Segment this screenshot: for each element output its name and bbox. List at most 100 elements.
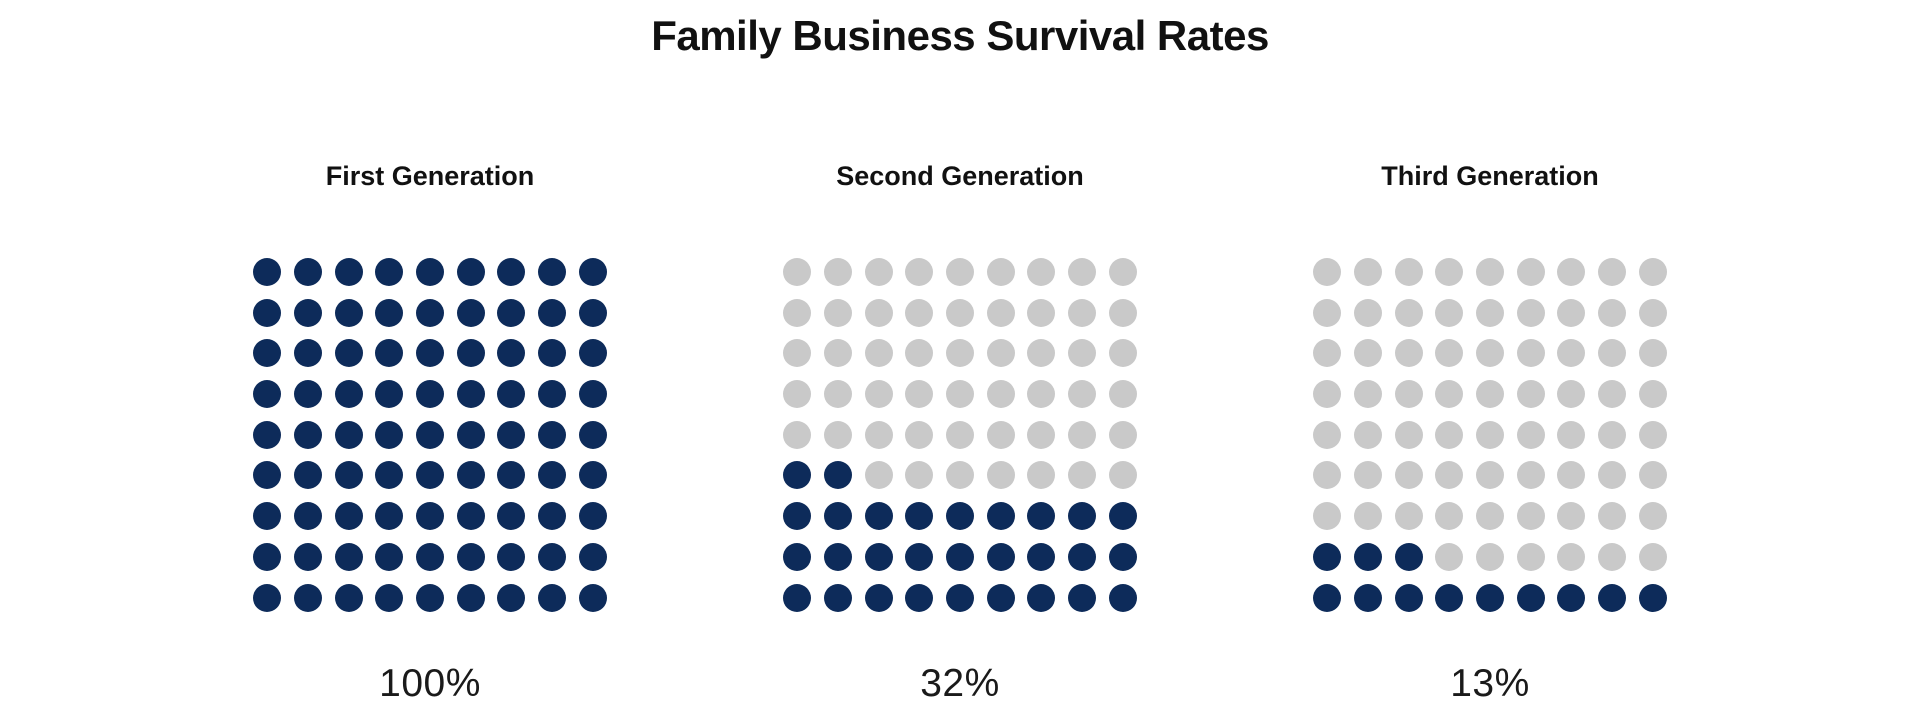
- dot-empty: [1313, 298, 1342, 327]
- dot-empty: [1027, 298, 1056, 327]
- dot-filled: [375, 542, 404, 571]
- dot-filled: [905, 583, 934, 612]
- dot-filled: [578, 420, 607, 449]
- dot-filled: [293, 542, 322, 571]
- dot-filled: [1027, 502, 1056, 531]
- dot-empty: [783, 298, 812, 327]
- dot-empty: [1108, 339, 1137, 368]
- dot-filled: [253, 380, 282, 409]
- dot-filled: [538, 461, 567, 490]
- dot-empty: [1476, 339, 1504, 368]
- dot-empty: [1638, 339, 1667, 368]
- dot-filled: [497, 258, 526, 286]
- dot-filled: [293, 502, 322, 531]
- dot-empty: [1435, 298, 1464, 327]
- dot-empty: [783, 258, 812, 286]
- dot-empty: [823, 420, 852, 449]
- percentage-label-first-generation: 100%: [379, 661, 481, 705]
- dot-filled: [1027, 542, 1056, 571]
- dot-filled: [416, 298, 444, 327]
- dot-empty: [823, 380, 852, 409]
- dot-filled: [823, 502, 852, 531]
- dot-empty: [986, 258, 1015, 286]
- dot-empty: [1476, 502, 1504, 531]
- dot-filled: [1108, 542, 1137, 571]
- dot-filled: [905, 542, 934, 571]
- dot-filled: [1476, 583, 1504, 612]
- dot-filled: [416, 258, 444, 286]
- dot-empty: [1598, 258, 1627, 286]
- dot-empty: [1557, 258, 1586, 286]
- dot-filled: [823, 583, 852, 612]
- dot-filled: [293, 420, 322, 449]
- dot-empty: [1638, 298, 1667, 327]
- dot-filled: [864, 542, 893, 571]
- dot-filled: [416, 542, 444, 571]
- dot-filled: [334, 380, 363, 409]
- dot-filled: [253, 461, 282, 490]
- dot-empty: [1557, 420, 1586, 449]
- dot-filled: [538, 339, 567, 368]
- dot-filled: [578, 461, 607, 490]
- dot-filled: [578, 542, 607, 571]
- dot-filled: [864, 583, 893, 612]
- dot-empty: [905, 380, 934, 409]
- dot-filled: [497, 420, 526, 449]
- dot-filled: [497, 339, 526, 368]
- dot-filled: [1353, 542, 1382, 571]
- dot-filled: [1027, 583, 1056, 612]
- dot-filled: [293, 461, 322, 490]
- dot-empty: [1313, 258, 1342, 286]
- dot-empty: [1638, 380, 1667, 409]
- dot-empty: [1476, 258, 1504, 286]
- dot-empty: [1557, 542, 1586, 571]
- dot-empty: [1435, 542, 1464, 571]
- dot-filled: [416, 420, 444, 449]
- dot-empty: [1638, 542, 1667, 571]
- dot-filled: [538, 298, 567, 327]
- dot-empty: [1638, 258, 1667, 286]
- dot-empty: [1027, 258, 1056, 286]
- dot-filled: [375, 258, 404, 286]
- dot-filled: [783, 583, 812, 612]
- dot-filled: [293, 583, 322, 612]
- waffle-panel-second-generation: Second Generation 32%: [783, 156, 1137, 704]
- dot-empty: [1313, 461, 1342, 490]
- dot-filled: [416, 583, 444, 612]
- dot-empty: [864, 258, 893, 286]
- dot-filled: [334, 420, 363, 449]
- dot-filled: [375, 339, 404, 368]
- dot-empty: [1353, 339, 1382, 368]
- panel-label-third-generation: Third Generation: [1381, 161, 1599, 191]
- dot-empty: [1476, 542, 1504, 571]
- dot-filled: [1394, 583, 1423, 612]
- dot-filled: [1313, 583, 1342, 612]
- dot-empty: [1394, 380, 1423, 409]
- dot-filled: [456, 339, 485, 368]
- dot-filled: [578, 298, 607, 327]
- dot-empty: [1516, 339, 1545, 368]
- dot-filled: [334, 339, 363, 368]
- dot-filled: [1598, 583, 1627, 612]
- dot-filled: [1516, 583, 1545, 612]
- dot-filled: [334, 542, 363, 571]
- panel-label-first-generation: First Generation: [325, 161, 535, 191]
- dot-empty: [946, 461, 974, 490]
- dot-filled: [578, 258, 607, 286]
- dot-filled: [1313, 542, 1342, 571]
- dot-filled: [456, 583, 485, 612]
- dot-filled: [1353, 583, 1382, 612]
- dot-empty: [1108, 298, 1137, 327]
- dot-empty: [905, 258, 934, 286]
- dot-empty: [986, 420, 1015, 449]
- dot-filled: [578, 339, 607, 368]
- dot-empty: [1476, 380, 1504, 409]
- dot-empty: [946, 339, 974, 368]
- dot-filled: [1394, 542, 1423, 571]
- dot-empty: [1516, 542, 1545, 571]
- dot-empty: [1353, 461, 1382, 490]
- dot-filled: [497, 542, 526, 571]
- waffle-charts-row: First Generation 100% Second Generation …: [0, 156, 1920, 704]
- dot-filled: [497, 380, 526, 409]
- dot-empty: [1068, 258, 1097, 286]
